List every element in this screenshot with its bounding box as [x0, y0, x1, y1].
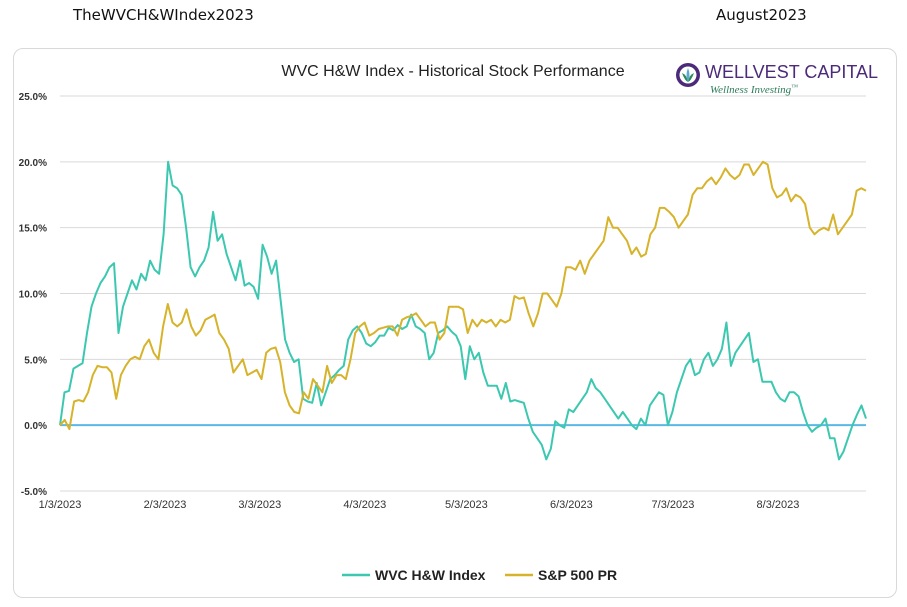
y-tick-label: 5.0% [24, 355, 47, 366]
series-line-0 [59, 160, 867, 461]
x-tick-label: 2/3/2023 [144, 499, 187, 511]
leaf-emblem-icon [676, 63, 700, 87]
logo-name: WELLVEST CAPITAL [705, 62, 878, 82]
gridlines [60, 95, 866, 492]
y-tick-label: 20.0% [19, 158, 47, 169]
y-axis-ticks: 25.0% 20.0% 15.0% 10.0% 5.0% 0.0% -5.0% [19, 92, 47, 498]
x-tick-label: 6/3/2023 [550, 499, 593, 511]
chart-frame [13, 48, 897, 598]
x-tick-label: 7/3/2023 [652, 499, 695, 511]
y-tick-label: 10.0% [19, 290, 47, 301]
wellvest-logo: WELLVEST CAPITAL Wellness Investing™ [676, 62, 878, 96]
x-tick-label: 5/3/2023 [445, 499, 488, 511]
series-line-1 [59, 160, 867, 431]
chart-title: WVC H&W Index - Historical Stock Perform… [281, 63, 624, 80]
y-tick-label: 0.0% [24, 421, 47, 432]
y-tick-label: 15.0% [19, 224, 47, 235]
legend-label-sp: S&P 500 PR [538, 567, 617, 583]
report-header-title: TheWVCH&WIndex2023 [73, 6, 254, 24]
report-header-date: August2023 [716, 6, 807, 24]
y-tick-label: -5.0% [21, 487, 47, 498]
legend-label-wvc: WVC H&W Index [375, 567, 486, 583]
y-tick-label: 25.0% [19, 92, 47, 103]
x-tick-label: 8/3/2023 [757, 499, 800, 511]
legend: WVC H&W Index S&P 500 PR [342, 567, 617, 583]
x-tick-label: 4/3/2023 [343, 499, 386, 511]
x-tick-label: 1/3/2023 [39, 499, 82, 511]
x-tick-label: 3/3/2023 [238, 499, 281, 511]
x-axis-ticks: 1/3/2023 2/3/2023 3/3/2023 4/3/2023 5/3/2023… [39, 499, 800, 511]
logo-tagline: Wellness Investing™ [710, 83, 798, 96]
series-lines [59, 160, 867, 461]
